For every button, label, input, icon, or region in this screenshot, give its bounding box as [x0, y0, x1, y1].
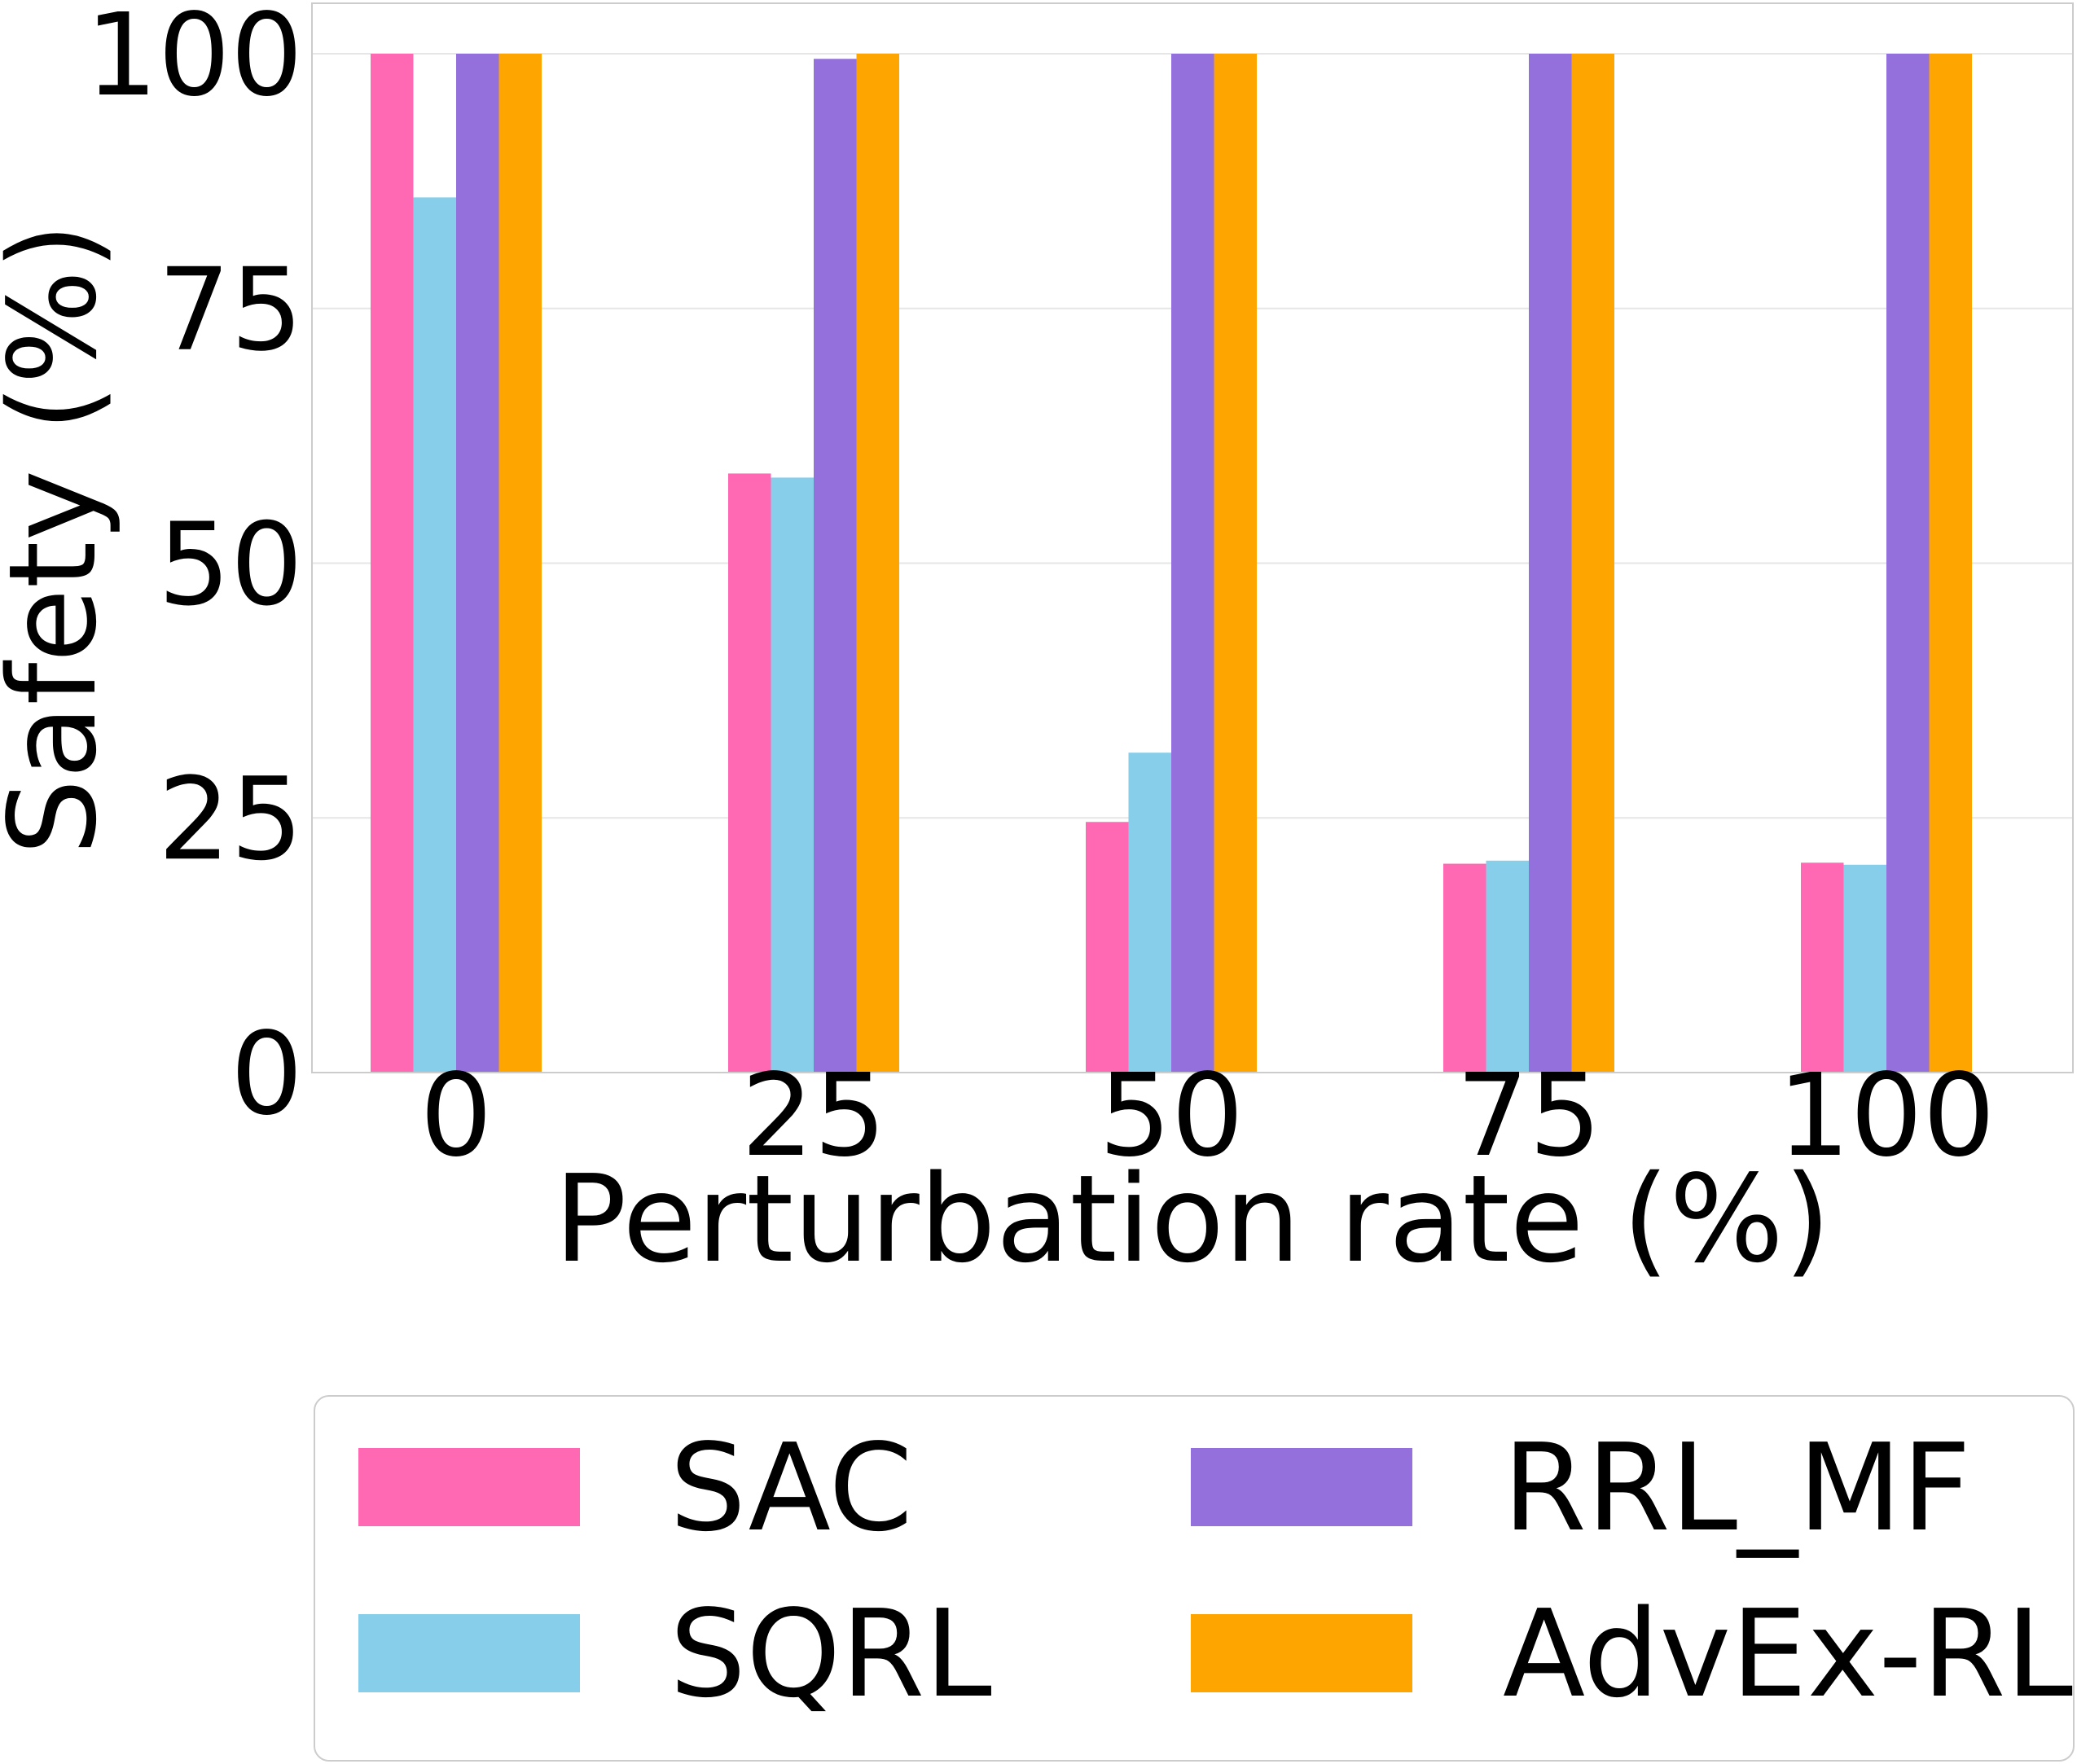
legend: SAC SQRL RRL_MF AdvEx-RL — [314, 1395, 2075, 1762]
bar-rrl-mf-75 — [1529, 54, 1572, 1073]
bar-rrl-mf-0 — [456, 54, 499, 1073]
x-axis-label: Perturbation rate (%) — [554, 1149, 1831, 1289]
legend-label-rrl-mf: RRL_MF — [1503, 1418, 1971, 1558]
bar-rrl-mf-25 — [814, 59, 857, 1073]
legend-label-sqrl: SQRL — [670, 1584, 992, 1724]
x-tick-label: 50 — [1099, 1050, 1244, 1183]
bar-rrl-mf-50 — [1171, 54, 1214, 1073]
x-tick-label: 100 — [1777, 1050, 1995, 1183]
bar-sac-50 — [1086, 822, 1129, 1073]
bar-sqrl-25 — [771, 477, 814, 1073]
bar-rrl-mf-100 — [1886, 54, 1930, 1073]
y-tick-label: 75 — [158, 244, 303, 377]
legend-swatch-sac — [358, 1448, 580, 1526]
y-tick-labels: 0 25 50 75 100 — [86, 0, 303, 1141]
y-axis-label: Safety (%) — [0, 223, 123, 856]
bar-advex-rl-0 — [498, 54, 542, 1073]
x-tick-label: 25 — [741, 1050, 886, 1183]
x-tick-label: 75 — [1456, 1050, 1601, 1183]
legend-swatch-sqrl — [358, 1614, 580, 1692]
x-tick-labels: 0 25 50 75 100 — [419, 1050, 1995, 1183]
legend-swatch-rrl-mf — [1191, 1448, 1412, 1526]
y-tick-label: 0 — [231, 1008, 303, 1141]
y-tick-label: 50 — [158, 499, 303, 632]
legend-label-advex-rl: AdvEx-RL — [1503, 1584, 2073, 1724]
plot-frame — [311, 2, 2074, 1073]
bar-advex-rl-50 — [1214, 54, 1257, 1073]
bar-sqrl-50 — [1128, 753, 1171, 1073]
bar-sqrl-0 — [413, 197, 456, 1073]
legend-frame — [314, 1395, 2075, 1762]
bar-sqrl-75 — [1486, 860, 1529, 1073]
bar-advex-rl-100 — [1929, 54, 1972, 1073]
legend-swatch-advex-rl — [1191, 1614, 1412, 1692]
bar-sac-100 — [1801, 862, 1844, 1073]
bar-advex-rl-25 — [856, 54, 899, 1073]
legend-label-sac: SAC — [670, 1418, 913, 1558]
bar-sac-75 — [1443, 863, 1486, 1073]
bar-advex-rl-75 — [1571, 54, 1614, 1073]
x-tick-label: 0 — [419, 1050, 492, 1183]
y-tick-label: 100 — [86, 0, 303, 122]
bars — [371, 54, 1972, 1073]
y-tick-label: 25 — [158, 753, 303, 886]
bar-sqrl-100 — [1843, 864, 1886, 1073]
bar-sac-0 — [371, 54, 414, 1073]
bar-sac-25 — [728, 473, 771, 1073]
